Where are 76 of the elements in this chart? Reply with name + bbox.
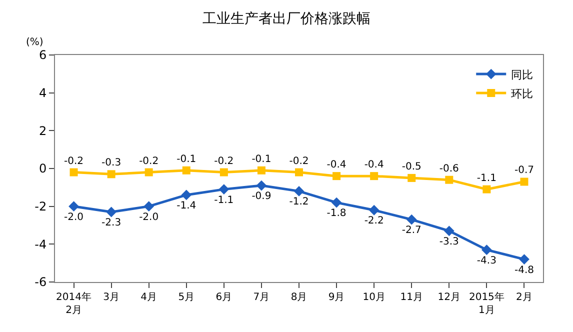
x-tick-label: 12月 (438, 292, 461, 303)
point (70, 168, 78, 176)
point (106, 206, 117, 218)
point (144, 201, 154, 212)
data-label: -2.2 (364, 216, 384, 227)
x-tick-label: 4月 (140, 292, 158, 303)
point (144, 168, 153, 176)
x-tick-label: 6月 (216, 292, 232, 303)
data-label: -1.1 (214, 194, 234, 206)
point (256, 180, 267, 191)
x-tick-label: 11月 (400, 292, 423, 303)
chart-title: 工业生产者出厂价格涨跌幅 (202, 11, 370, 28)
point (295, 168, 303, 176)
data-label: -0.9 (252, 191, 272, 202)
point (444, 226, 454, 236)
data-label: -2.7 (402, 225, 422, 236)
point (331, 197, 342, 208)
point (181, 190, 192, 200)
data-label: -0.1 (176, 154, 196, 165)
x-tick-label: 2015年 1月 (468, 291, 504, 316)
legend-label: 同比 (511, 68, 534, 82)
data-label: -4.8 (514, 264, 534, 276)
data-label: -0.3 (102, 158, 122, 169)
x-tick-label: 8月 (290, 292, 308, 303)
point (370, 172, 378, 180)
data-label: -2.3 (102, 218, 122, 229)
y-tick-label: 6 (38, 48, 47, 62)
point (218, 184, 230, 195)
y-tick-label: -6 (34, 275, 47, 290)
point (68, 201, 79, 212)
x-tick-label: 5月 (178, 292, 195, 303)
point (408, 174, 416, 182)
point (445, 176, 454, 184)
x-tick-label: 2014年 2月 (56, 291, 92, 316)
y-tick-label: 4 (38, 86, 47, 100)
data-label: -0.4 (364, 160, 384, 171)
data-label: -4.3 (476, 255, 496, 266)
x-tick-label: 9月 (328, 292, 345, 303)
x-tick-label: 3月 (103, 292, 120, 303)
data-label: -0.2 (289, 156, 309, 167)
y-tick-label: -4 (34, 237, 47, 252)
point (520, 178, 528, 186)
x-tick-label: 2月 (516, 292, 532, 303)
point (481, 244, 492, 256)
data-label: -0.4 (326, 160, 346, 171)
data-label: -0.5 (402, 161, 422, 172)
data-label: -1.1 (476, 172, 496, 184)
data-label: -0.7 (514, 165, 534, 176)
point (182, 166, 190, 174)
data-label: -0.2 (214, 156, 234, 167)
data-label: -0.2 (139, 156, 159, 167)
data-label: -2.0 (64, 212, 84, 223)
point (257, 166, 266, 174)
point (406, 214, 417, 225)
x-tick-label: 10月 (362, 292, 386, 303)
data-label: -0.2 (64, 156, 84, 167)
point (332, 172, 341, 180)
point (107, 170, 116, 178)
point (482, 185, 491, 194)
y-tick-label: 0 (38, 162, 47, 176)
data-label: -1.4 (176, 200, 196, 212)
y-axis-title: (%) (26, 37, 44, 48)
point (294, 186, 304, 196)
data-label: -0.1 (252, 154, 272, 165)
data-label: -2.0 (139, 212, 159, 223)
data-label: -1.8 (326, 208, 346, 220)
point (368, 204, 380, 216)
data-label: -0.6 (439, 163, 459, 174)
point (220, 168, 228, 176)
data-label: -3.3 (439, 236, 459, 248)
point (519, 254, 530, 264)
y-tick-label: 2 (38, 124, 47, 138)
legend-label: 环比 (511, 87, 534, 100)
y-tick-label: -2 (34, 200, 47, 214)
x-tick-label: 7月 (253, 292, 270, 303)
data-label: -1.2 (289, 196, 309, 208)
